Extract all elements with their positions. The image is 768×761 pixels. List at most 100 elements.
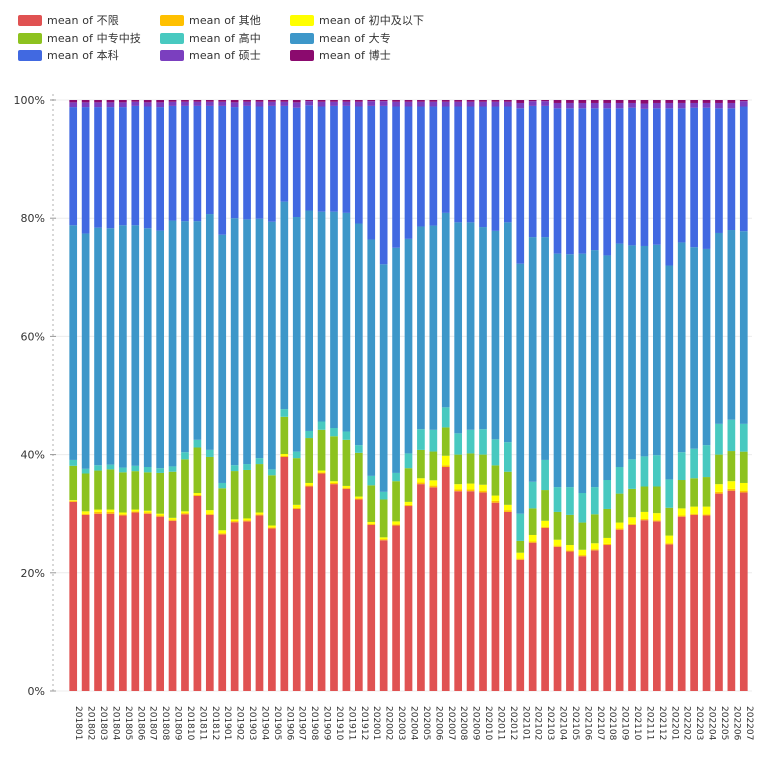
x-tick-label: 201903 [247, 706, 257, 740]
x-tick-label: 202207 [744, 706, 754, 740]
bar-segment [578, 493, 587, 523]
bar-segment [677, 516, 686, 691]
bar-segment [653, 486, 661, 514]
bar-segment [541, 527, 549, 691]
bar-segment [379, 539, 388, 541]
bar-segment [590, 549, 599, 551]
bar-segment [354, 499, 363, 691]
bar-segment [541, 520, 549, 527]
bar-segment [379, 537, 388, 540]
bar-segment [94, 470, 102, 510]
bar-segment [665, 100, 674, 103]
bar-segment [454, 106, 463, 223]
bar-segment [94, 227, 102, 466]
bar-segment [181, 514, 189, 691]
bar-segment [205, 100, 214, 102]
bar-segment [466, 453, 475, 484]
bar-segment [69, 225, 78, 460]
bar-segment [379, 100, 388, 102]
bar-segment [665, 479, 674, 508]
bar-segment [702, 107, 711, 249]
bar-segment [292, 100, 301, 103]
legend-label: mean of 高中 [189, 32, 261, 45]
bar-segment [305, 438, 313, 483]
bar-segment [342, 212, 351, 432]
bar-segment [441, 106, 450, 213]
bar-segment [715, 423, 723, 455]
bar-segment [454, 484, 463, 490]
bar-segment [255, 515, 264, 691]
bar-segment [131, 101, 140, 106]
bar-segment [69, 107, 78, 226]
x-tick-label: 201911 [346, 706, 356, 740]
bar-segment [156, 230, 164, 469]
bar-segment [454, 101, 463, 107]
x-tick-label: 201802 [86, 706, 96, 740]
bar-segment [702, 515, 711, 691]
bar-segment [739, 492, 748, 691]
bar-segment [665, 108, 674, 266]
bar-segment [590, 102, 599, 109]
bar-segment [379, 101, 388, 106]
bar-segment [628, 245, 636, 460]
bar-segment [715, 484, 723, 492]
bar-segment [255, 100, 264, 102]
bar-segment [429, 480, 438, 486]
bar-segment [305, 100, 313, 102]
bar-segment [255, 458, 264, 465]
bar-segment [81, 468, 90, 474]
bar-segment [628, 100, 636, 103]
bar-segment [354, 223, 363, 446]
bar-segment [566, 487, 574, 515]
bar-segment [727, 451, 736, 482]
bar-segment [367, 523, 376, 525]
x-tick-label: 201807 [148, 706, 158, 740]
bar-segment [367, 101, 376, 106]
x-tick-label: 202109 [620, 706, 630, 741]
bar-segment [181, 459, 189, 512]
bar-segment [578, 555, 587, 557]
legend-item: mean of 本科 [18, 48, 119, 62]
y-tick-label: 20% [21, 567, 45, 580]
bar-segment [404, 101, 413, 107]
bar-segment [541, 490, 549, 521]
bar-segment [168, 105, 177, 221]
bar-segment [342, 439, 351, 486]
bar-segment [553, 539, 562, 546]
bar-segment [715, 493, 723, 691]
bar-segment [727, 481, 736, 489]
bar-segment [615, 102, 624, 109]
legend-label: mean of 博士 [319, 49, 391, 62]
bar-segment [541, 526, 549, 528]
bar-segment [516, 102, 525, 109]
bar-segment [727, 230, 736, 420]
bar-segment [702, 514, 711, 516]
bar-segment [243, 100, 251, 102]
bar-segment [628, 524, 636, 691]
bar-segment [715, 232, 723, 424]
bar-segment [317, 429, 326, 471]
bar-segment [504, 504, 512, 511]
bar-segment [615, 529, 624, 691]
bar-segment [342, 100, 351, 102]
bar-segment [715, 108, 723, 233]
legend-label: mean of 初中及以下 [319, 14, 425, 27]
bar-segment [317, 470, 326, 473]
bar-segment [541, 105, 549, 238]
bar-segment [255, 464, 264, 513]
bar-segment [354, 496, 363, 499]
bar-segment [739, 101, 748, 107]
bar-segment [590, 550, 599, 691]
bar-segment [205, 101, 214, 106]
bar-segment [342, 105, 351, 213]
bar-segment [653, 100, 661, 103]
bar-segment [94, 511, 102, 514]
bar-segment [615, 100, 624, 103]
bar-segment [143, 100, 152, 103]
bar-segment [168, 466, 177, 472]
bar-segment [131, 512, 140, 691]
bar-segment [392, 472, 400, 482]
bar-segment [628, 517, 636, 524]
bar-segment [292, 451, 301, 459]
bar-segment [156, 100, 164, 103]
